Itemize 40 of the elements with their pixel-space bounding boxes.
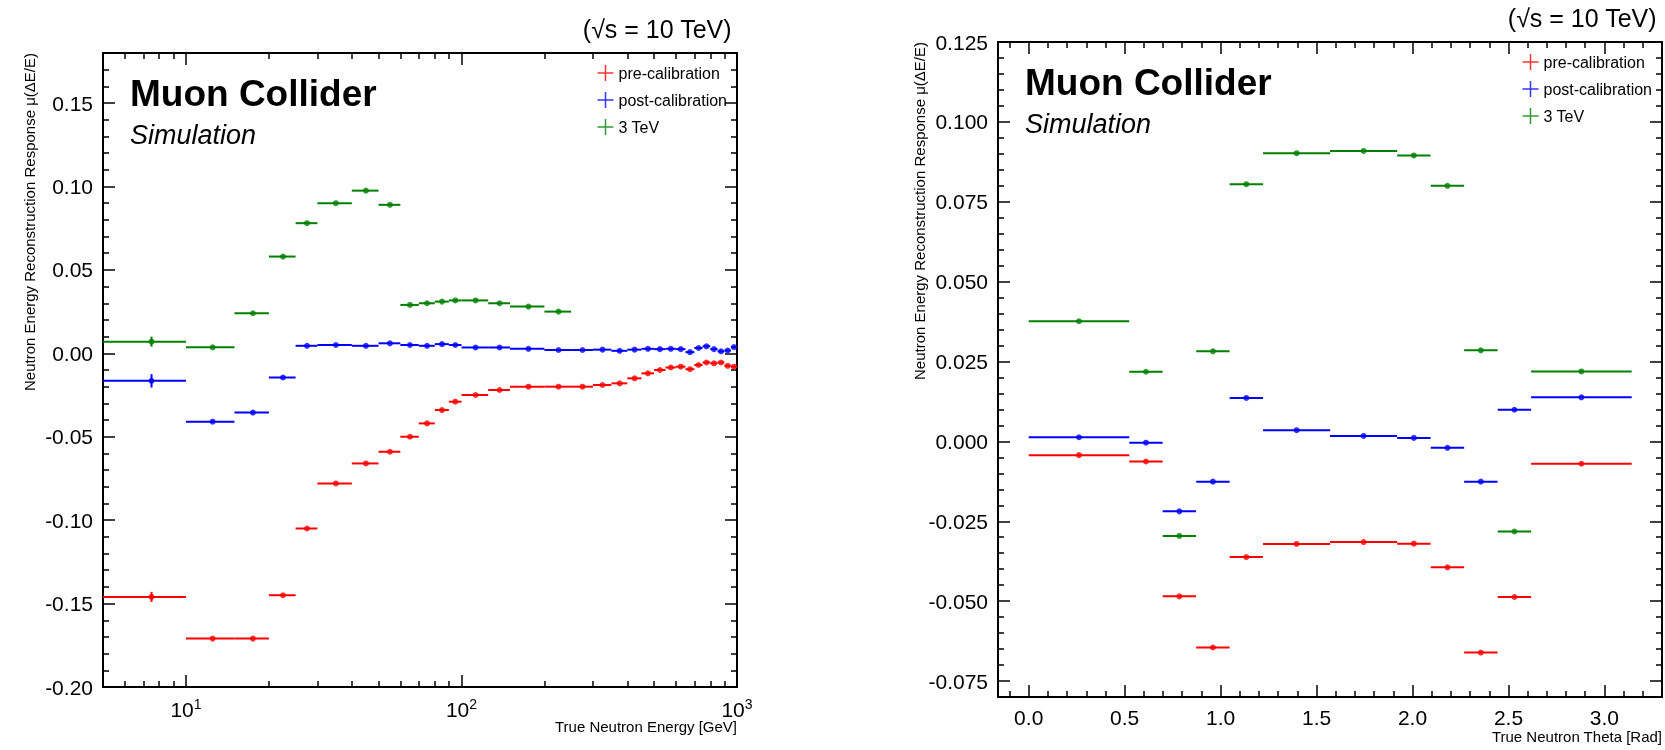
- y-tick-label: 0.025: [935, 350, 988, 374]
- y-tick-label: 0.075: [935, 190, 988, 214]
- y-tick-label: -0.15: [45, 592, 93, 616]
- x-tick-label: 0.5: [1110, 706, 1140, 729]
- y-tick-label: -0.050: [928, 589, 988, 613]
- y-axis-title: Neutron Energy Reconstruction Response μ(ΔE/E): [911, 42, 928, 380]
- y-tick-label: 0.15: [52, 91, 93, 115]
- x-axis-title: True Neutron Theta [Rad]: [1491, 728, 1662, 745]
- y-axis-title: Neutron Energy Reconstruction Response μ(ΔE/E): [21, 53, 38, 391]
- x-tick-label: 1.0: [1206, 706, 1236, 729]
- legend-label: post-calibration: [1543, 80, 1652, 98]
- annotation: Simulation: [130, 119, 257, 150]
- chart-title: (√s = 10 TeV): [1507, 3, 1657, 32]
- y-tick-label: 0.125: [935, 30, 988, 54]
- y-tick-label: -0.05: [45, 425, 93, 449]
- x-tick-label: 1.5: [1301, 706, 1332, 729]
- annotation: Muon Collider: [130, 73, 377, 114]
- legend-label: pre-calibration: [618, 64, 720, 82]
- y-tick-label: -0.10: [45, 508, 93, 532]
- x-tick-label: 3.0: [1589, 706, 1620, 729]
- annotation: Muon Collider: [1025, 62, 1272, 103]
- legend-label: 3 TeV: [618, 118, 660, 136]
- y-tick-label: 0.050: [935, 270, 988, 294]
- y-tick-label: -0.025: [928, 509, 988, 533]
- y-tick-label: 0.05: [52, 258, 93, 282]
- x-tick-label: 0.0: [1014, 706, 1044, 729]
- legend-label: pre-calibration: [1543, 53, 1645, 71]
- y-tick-label: -0.20: [45, 675, 93, 699]
- y-tick-label: -0.075: [928, 669, 988, 693]
- annotation: Simulation: [1025, 108, 1152, 139]
- y-tick-label: 0.10: [52, 174, 93, 198]
- x-tick-label: 2.5: [1493, 706, 1524, 729]
- chart-title: (√s = 10 TeV): [582, 14, 732, 43]
- y-tick-label: 0.00: [52, 341, 93, 365]
- legend-label: post-calibration: [618, 91, 727, 109]
- x-tick-label: 2.0: [1397, 706, 1428, 729]
- x-axis-title: True Neutron Energy [GeV]: [554, 718, 737, 735]
- y-tick-label: 0.000: [935, 429, 988, 453]
- legend-label: 3 TeV: [1543, 107, 1585, 125]
- y-tick-label: 0.100: [935, 110, 988, 134]
